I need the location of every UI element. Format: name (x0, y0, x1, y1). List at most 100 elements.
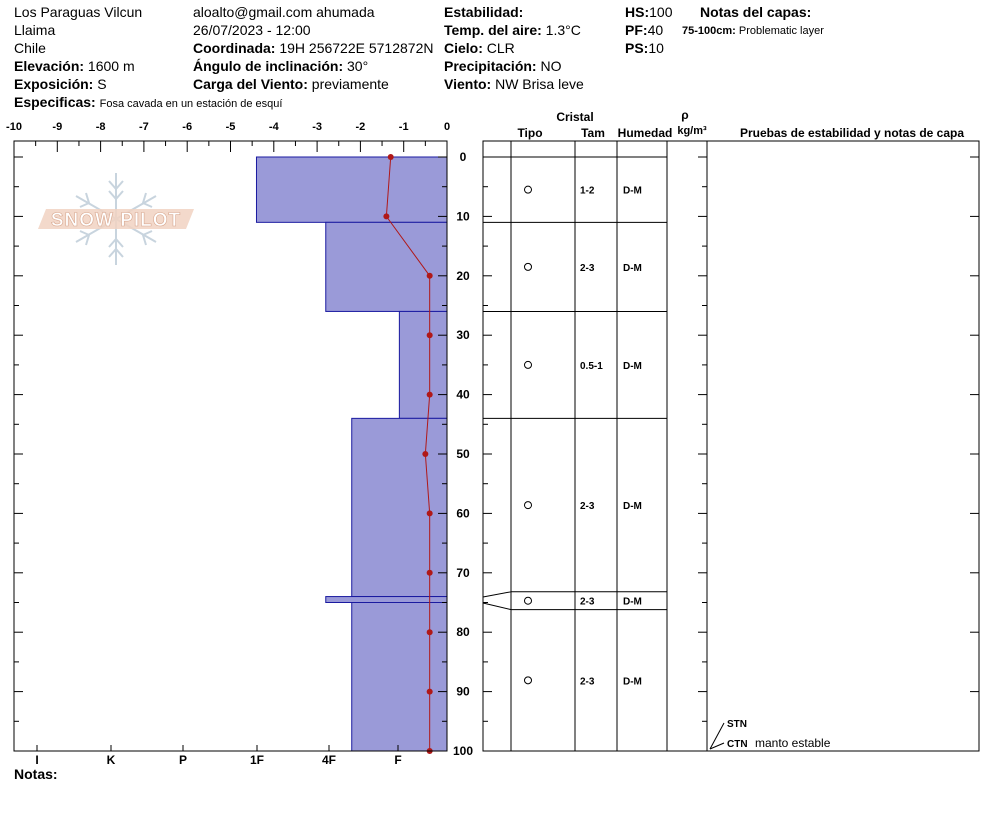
slope-angle: Ángulo de inclinación: 30° (193, 57, 368, 75)
moisture-header: Humedad (618, 126, 673, 140)
hardness-layer (398, 310, 448, 419)
test-pointer (709, 722, 725, 750)
sky-label: Cielo: (444, 40, 483, 56)
crystal-header: Cristal (556, 110, 593, 124)
specifics: Especificas: Fosa cavada en un estación … (14, 93, 282, 113)
aspect-label: Exposición: (14, 76, 94, 92)
specifics-label: Especificas: (14, 94, 96, 110)
depth-tick-label: 80 (456, 625, 470, 639)
hardness-tick-label: P (179, 753, 187, 767)
temp-tick-label: -10 (6, 121, 22, 133)
stability-label: Estabilidad: (444, 4, 524, 20)
hardness-axis: I K P 1F 4F F (35, 745, 402, 767)
ps: PS:10 (625, 39, 664, 57)
moisture: D-M (623, 501, 642, 512)
depth-tick-label: 40 (456, 388, 470, 402)
grain-type-icon (524, 676, 532, 685)
stability: Estabilidad: (444, 3, 523, 21)
ps-value: 10 (648, 40, 664, 56)
moisture: D-M (623, 676, 642, 687)
temp-point (387, 154, 394, 160)
elevation-label: Elevación: (14, 58, 85, 74)
stability-tests: STN CTN manto estable (709, 719, 831, 750)
profile-frame (13, 140, 448, 752)
grain-size: 2-3 (580, 597, 595, 608)
temp-tick-label: -9 (52, 121, 62, 133)
temp-point (426, 510, 433, 517)
temp-point (422, 451, 429, 457)
wind-value: NW Brisa leve (495, 76, 584, 92)
temperature-profile (383, 154, 433, 754)
hardness-layer (325, 596, 448, 603)
table-frame (482, 140, 980, 752)
temp-point (383, 213, 390, 220)
layer-notes-title: Notas del capas: (700, 3, 811, 21)
type-header: Tipo (517, 126, 542, 140)
notes-label: Notas: (14, 766, 58, 782)
temp-tick-label: -2 (356, 121, 366, 133)
test-note: manto estable (755, 736, 831, 750)
grain-type-icon (524, 185, 532, 194)
hardness-tick-label: I (35, 753, 38, 767)
windload-value: previamente (311, 76, 389, 92)
temp-tick-label: -6 (182, 121, 192, 133)
density-unit-header: kg/m³ (677, 125, 707, 137)
temp-tick-label: -7 (139, 121, 149, 133)
precipitation: Precipitación: NO (444, 57, 561, 75)
grain-type-icon (524, 360, 532, 369)
temp-point (426, 688, 433, 695)
wind-loading: Carga del Viento: previamente (193, 75, 389, 93)
layer-notes-label: Notas del capas: (700, 4, 812, 20)
hs: HS:100 (625, 3, 672, 21)
windload-label: Carga del Viento: (193, 76, 308, 92)
temp-tick-label: -5 (226, 121, 236, 133)
airtemp-label: Temp. del aire: (444, 22, 542, 38)
thin-layer-connector (482, 591, 512, 611)
grain-type-icon (524, 501, 532, 510)
datetime: 26/07/2023 - 12:00 (193, 22, 311, 38)
grain-size: 1-2 (580, 186, 595, 197)
hardness-tick-label: 1F (250, 753, 264, 767)
moisture: D-M (623, 597, 642, 608)
air-temp: Temp. del aire: 1.3°C (444, 21, 581, 39)
specifics-value: Fosa cavada en un estación de esquí (99, 98, 283, 110)
location: Los Paraguas Vilcun (14, 4, 143, 20)
aspect: Exposición: S (14, 75, 107, 93)
depth-tick-label: 50 (456, 447, 470, 461)
size-header: Tam (581, 126, 605, 140)
depth-tick-label: 90 (456, 685, 470, 699)
wind: Viento: NW Brisa leve (444, 75, 584, 93)
sky-value: CLR (486, 40, 515, 56)
sky: Cielo: CLR (444, 39, 515, 57)
layer-note-text: Problematic layer (738, 25, 824, 37)
hardness-layer (351, 417, 448, 598)
depth-axis: 0 10 20 30 40 50 60 70 80 90 100 (14, 150, 979, 758)
hs-value: 100 (649, 4, 673, 20)
temp-tick-label: -8 (96, 121, 106, 133)
temp-axis: -10 -9 -8 -7 -6 -5 -4 -3 -2 -1 0 (6, 121, 450, 152)
grain-size: 0.5-1 (580, 361, 603, 372)
test-label: STN (727, 719, 747, 730)
precip-value: NO (540, 58, 562, 74)
hardness-tick-label: F (394, 753, 401, 767)
hardness-layer (255, 156, 448, 223)
elevation-value: 1600 m (87, 58, 135, 74)
observer: aloalto@gmail.com ahumada (193, 4, 375, 20)
depth-tick-label: 10 (456, 209, 470, 223)
wind-label: Viento: (444, 76, 492, 92)
rho-header: ρ (681, 108, 688, 122)
pf: PF:40 (625, 21, 663, 39)
temp-tick-label: -4 (269, 121, 280, 133)
temp-tick-label: 0 (444, 121, 450, 133)
coordinate: Coordinada: 19H 256722E 5712872N (193, 39, 433, 57)
moisture: D-M (623, 361, 642, 372)
temp-tick-label: -3 (312, 121, 322, 133)
slope-value: 30° (347, 58, 369, 74)
crystal-table: 1-2 D-M 2-3 D-M 0.5-1 D-M 2-3 D-M 2-3 D-M 2-3 D-M (482, 156, 667, 687)
aspect-value: S (97, 76, 107, 92)
depth-tick-label: 20 (456, 269, 470, 283)
elevation: Elevación: 1600 m (14, 57, 135, 75)
test-label: CTN (727, 739, 748, 750)
coord-label: Coordinada: (193, 40, 276, 56)
